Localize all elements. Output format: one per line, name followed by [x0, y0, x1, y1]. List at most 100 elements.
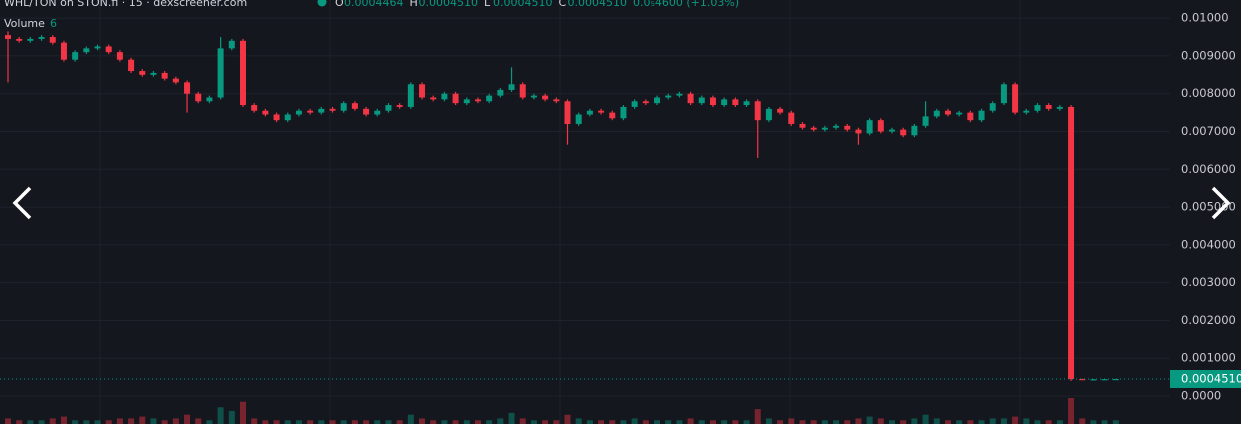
volume-bar [1068, 398, 1075, 424]
volume-bar [49, 418, 56, 424]
volume-bar [911, 418, 918, 424]
volume-bar [922, 414, 929, 424]
candle-body [474, 99, 481, 102]
candle-body [363, 108, 370, 115]
candle-body [351, 103, 358, 109]
candle-body [754, 101, 761, 121]
candle-body [575, 114, 582, 124]
candle-body [60, 42, 67, 60]
volume-bar [732, 420, 739, 424]
candle-body [833, 125, 840, 128]
volume-bar [206, 420, 213, 424]
candle-body [564, 101, 571, 124]
candle-body [598, 110, 605, 113]
volume-bar [821, 420, 828, 424]
volume-bar [609, 420, 616, 424]
volume-bar [228, 411, 235, 424]
candle-body [329, 108, 336, 111]
volume-bar [866, 416, 873, 424]
volume-bar [799, 420, 806, 424]
volume-bar [810, 420, 817, 424]
volume-bar [508, 412, 515, 424]
volume-bar [60, 416, 67, 424]
volume-bar [486, 420, 493, 424]
candle-body [922, 116, 929, 126]
change: 0.0₅4600 (+1.03%) [633, 0, 739, 9]
ohlc-key: C [559, 0, 567, 9]
candle-body [900, 129, 907, 136]
candle-body [318, 108, 325, 113]
volume-bar [855, 418, 862, 424]
candle-body [452, 93, 459, 104]
volume-bar [72, 420, 79, 424]
volume-bar [251, 418, 258, 424]
volume-bar [1034, 420, 1041, 424]
volume-bar [956, 420, 963, 424]
candle-body [933, 110, 940, 117]
chart-title: WHL/TON on STON.fi · 15 · dexscreener.co… [4, 0, 247, 9]
candle-body [105, 46, 112, 53]
marks [0, 31, 1170, 424]
candle-body [284, 114, 291, 121]
volume-bar [329, 420, 336, 424]
last-price-label: 0.0004510 [1181, 371, 1241, 385]
prev-arrow[interactable] [12, 186, 32, 220]
candle-body [956, 112, 963, 115]
volume-bar [709, 420, 716, 424]
volume-bar [105, 420, 112, 424]
candle-body [877, 120, 884, 132]
volume-bar [676, 420, 683, 424]
candle-body [128, 59, 135, 72]
candle-body [228, 40, 235, 49]
candle-body [721, 99, 728, 106]
next-arrow[interactable] [1211, 186, 1231, 220]
volume-bar [463, 420, 470, 424]
candle-body [1068, 106, 1075, 380]
volume-bar [1112, 420, 1119, 424]
candle-body [978, 110, 985, 121]
volume-bar [83, 420, 90, 424]
ohlc-value: 0.0004510 [419, 0, 479, 9]
volume-bar [307, 420, 314, 424]
volume-bar [665, 420, 672, 424]
y-tick-label: 0.007000 [1181, 124, 1236, 138]
volume-bar [788, 418, 795, 424]
volume-bar [844, 420, 851, 424]
candle-body [698, 97, 705, 104]
candle-body [676, 93, 683, 96]
y-tick-label: 0.008000 [1181, 86, 1236, 100]
y-tick-label: 0.002000 [1181, 313, 1236, 327]
candle-body [184, 82, 191, 94]
candle-body [430, 97, 437, 100]
candle-body [654, 97, 661, 104]
volume-bar [564, 414, 571, 424]
candle-body [1012, 84, 1019, 113]
candle-body [709, 97, 716, 106]
volume-bar [27, 420, 34, 424]
candle-body [83, 48, 90, 53]
volume-bar [833, 420, 840, 424]
y-tick-label: 0.009000 [1181, 48, 1236, 62]
volume-bar [553, 420, 560, 424]
candle-body [206, 97, 213, 102]
candle-body [542, 95, 549, 100]
volume-bar [497, 418, 504, 424]
candle-body [1090, 379, 1097, 381]
volume-bar [38, 420, 45, 424]
volume-bar [978, 420, 985, 424]
candle-body [27, 38, 34, 41]
candle-body [72, 52, 79, 60]
volume-bar [295, 420, 302, 424]
candle-body [687, 93, 694, 104]
volume-bar [184, 414, 191, 424]
volume-bar [1079, 418, 1086, 424]
candle-body [217, 48, 224, 98]
candle-body [743, 101, 750, 106]
candle-body [586, 110, 593, 115]
ohlc-value: 0.0004464 [344, 0, 404, 9]
volume-bar [396, 420, 403, 424]
ohlc-value: 0.0004510 [568, 0, 628, 9]
candle-body [262, 110, 269, 115]
volume-bar [441, 420, 448, 424]
